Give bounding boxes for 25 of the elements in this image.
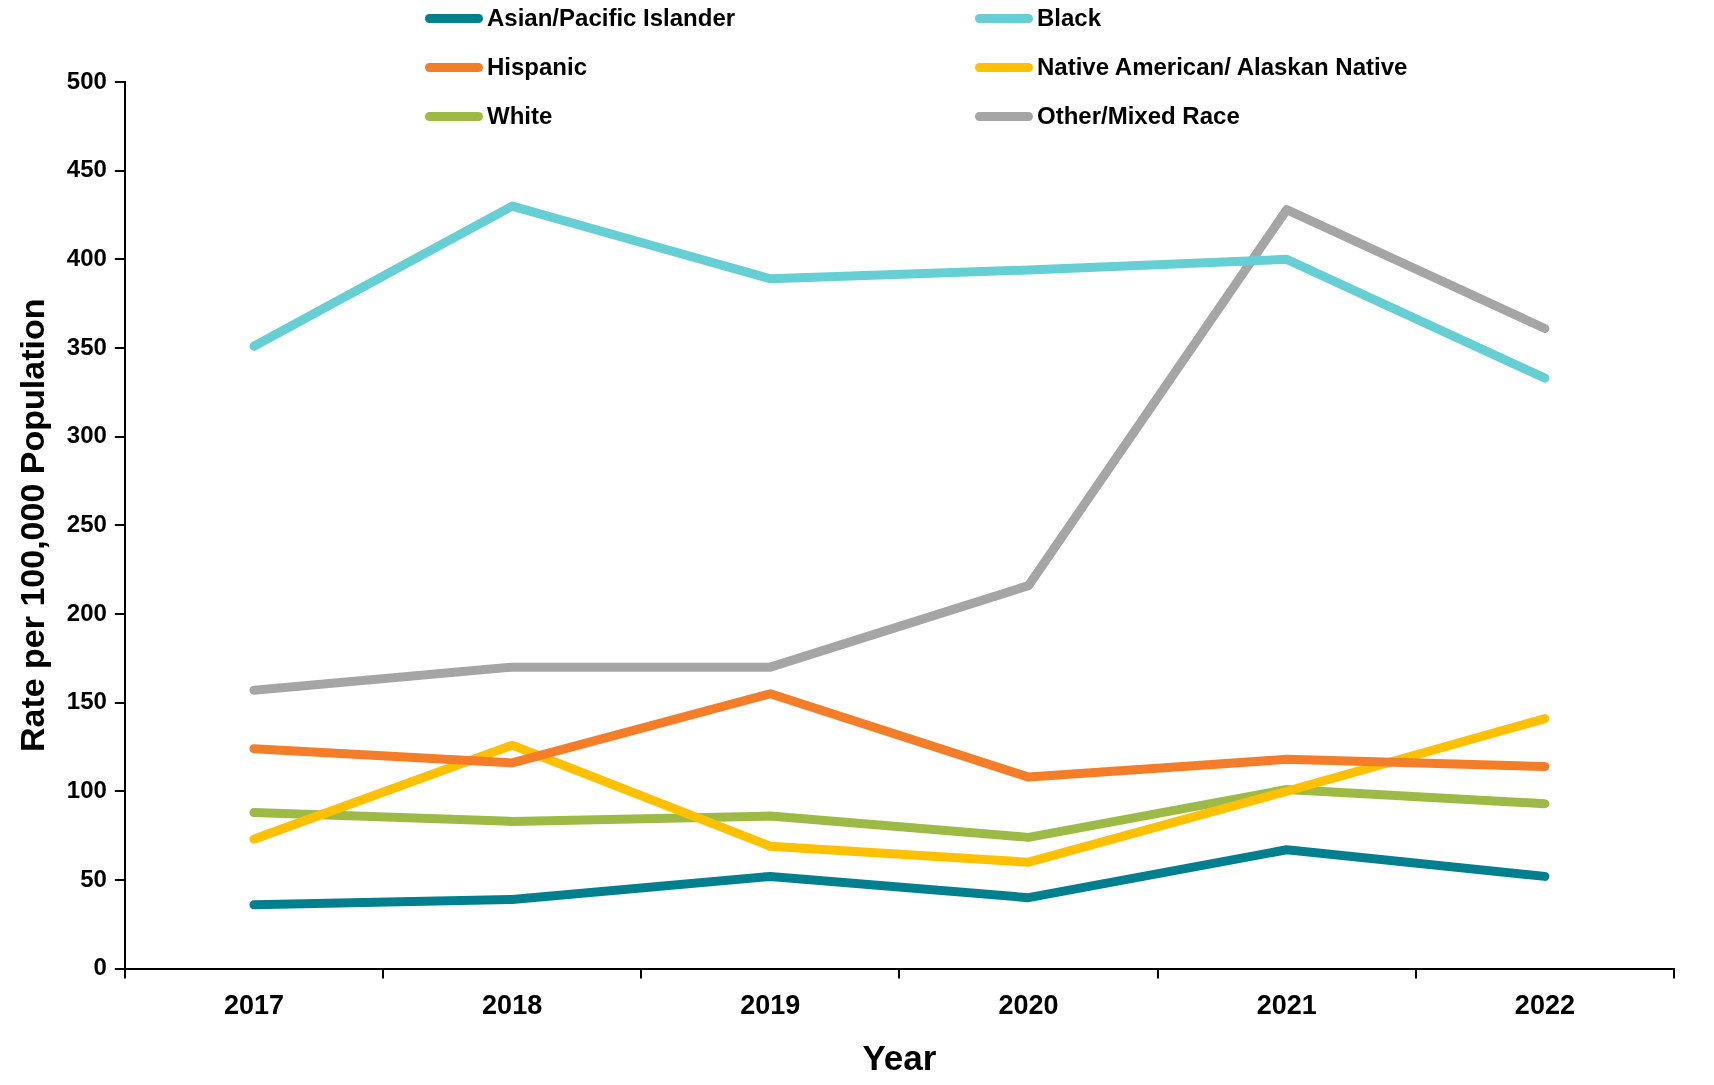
y-tick-label: 100 bbox=[66, 775, 107, 803]
legend-label: Native American/ Alaskan Native bbox=[1037, 53, 1408, 81]
y-tick-label: 300 bbox=[66, 421, 107, 449]
legend-label: Asian/Pacific Islander bbox=[487, 4, 736, 32]
y-tick-label: 450 bbox=[66, 155, 107, 183]
legend-label: Hispanic bbox=[487, 53, 588, 81]
x-tick-label: 2020 bbox=[998, 990, 1059, 1021]
y-tick-label: 400 bbox=[66, 243, 107, 271]
y-tick-label: 500 bbox=[66, 66, 107, 94]
legend-label: White bbox=[487, 102, 553, 130]
y-tick-label: 250 bbox=[66, 509, 107, 537]
legend-label: Black bbox=[1037, 4, 1102, 32]
x-axis-title: Year bbox=[862, 1037, 937, 1077]
y-tick-label: 350 bbox=[66, 332, 107, 360]
y-tick-label: 150 bbox=[66, 687, 107, 715]
y-axis-title: Rate per 100,000 Population bbox=[12, 298, 51, 753]
x-tick-label: 2021 bbox=[1256, 990, 1317, 1021]
legend-label: Other/Mixed Race bbox=[1037, 102, 1240, 130]
x-tick-label: 2017 bbox=[223, 990, 284, 1021]
y-tick-label: 50 bbox=[80, 864, 107, 892]
x-tick-label: 2019 bbox=[740, 990, 801, 1021]
y-tick-label: 200 bbox=[66, 598, 107, 626]
y-tick-label: 0 bbox=[93, 953, 107, 981]
x-tick-label: 2018 bbox=[482, 990, 543, 1021]
x-tick-label: 2022 bbox=[1514, 990, 1575, 1021]
